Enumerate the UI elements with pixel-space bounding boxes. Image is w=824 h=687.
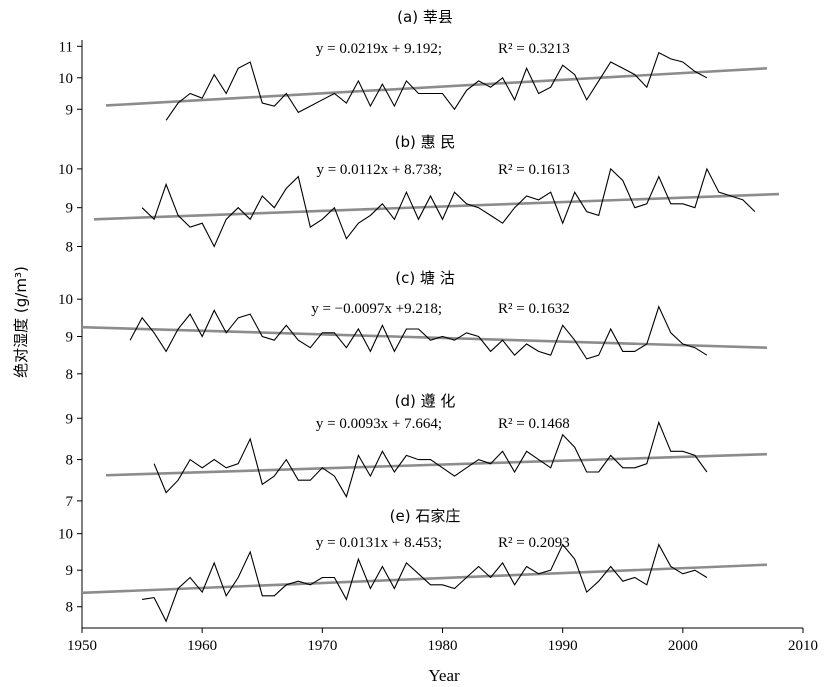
r-squared: R² = 0.3213 [498,41,570,57]
y-axis-title: 绝对湿度 (g/m³) [12,266,30,378]
y-tick-label: 10 [58,292,73,308]
series-line [153,420,708,499]
r-squared: R² = 0.2093 [498,535,570,551]
x-tick-label: 2000 [668,638,698,654]
panel-4: (e) 石家庄 y = 0.0131x + 8.453; R² = 0.2093 8 9… [58,507,768,623]
trend-line [105,67,768,107]
panel-3: (d) 遵 化 y = 0.0093x + 7.664; R² = 0.1468 7 8… [66,392,767,510]
panel-0: (a) 莘县 y = 0.0219x + 9.192; R² = 0.3213 9 10… [58,8,768,121]
regression-equation: y = 0.0093x + 7.664; [316,416,442,432]
regression-equation: y = 0.0131x + 8.453; [316,535,442,551]
y-tick-label: 10 [58,71,73,87]
r-squared: R² = 0.1468 [498,416,570,432]
trend-line [81,325,767,349]
regression-equation: y = −0.0097x +9.218; [311,301,442,317]
series-line [129,305,708,360]
y-tick-label: 8 [66,600,74,616]
y-tick-label: 8 [66,367,74,383]
x-axis: 1950 1960 1970 1980 1990 2000 2010 [67,628,818,654]
regression-equation: y = 0.0219x + 9.192; [316,41,442,57]
panel-title: (c) 塘 沽 [395,269,455,287]
panel-2: (c) 塘 沽 y = −0.0097x +9.218; R² = 0.1632 8 9… [58,269,767,383]
panel-1: (b) 惠 民 y = 0.0112x + 8.738; R² = 0.1613 8 9… [58,133,780,255]
y-tick-label: 10 [58,527,73,543]
panel-title: (b) 惠 民 [395,133,456,151]
x-tick-label: 2010 [788,638,818,654]
x-tick-label: 1970 [307,638,337,654]
axes-frame [81,40,803,629]
regression-equation: y = 0.0112x + 8.738; [316,162,442,178]
y-tick-label: 9 [66,563,74,579]
y-tick-label: 8 [66,453,74,469]
y-tick-label: 11 [59,39,73,55]
y-tick-label: 9 [66,102,74,118]
y-tick-label: 7 [66,494,74,510]
y-tick-label: 8 [66,239,74,255]
x-tick-label: 1960 [187,638,217,654]
panels: (a) 莘县 y = 0.0219x + 9.192; R² = 0.3213 9 10… [58,8,780,623]
x-tick-label: 1980 [428,638,458,654]
series-line [142,543,708,623]
r-squared: R² = 0.1613 [498,162,570,178]
x-axis-title: Year [428,666,460,685]
panel-title: (e) 石家庄 [390,507,461,525]
series-line [141,167,756,248]
r-squared: R² = 0.1632 [498,301,570,317]
y-tick-label: 9 [66,411,74,427]
y-tick-label: 9 [66,201,74,217]
series-line [165,51,708,121]
x-tick-label: 1950 [67,638,97,654]
y-tick-label: 10 [58,162,73,178]
panel-title: (d) 遵 化 [395,392,456,410]
x-tick-label: 1990 [548,638,578,654]
trend-line [105,452,767,477]
panel-title: (a) 莘县 [397,8,453,26]
y-tick-label: 9 [66,330,74,346]
